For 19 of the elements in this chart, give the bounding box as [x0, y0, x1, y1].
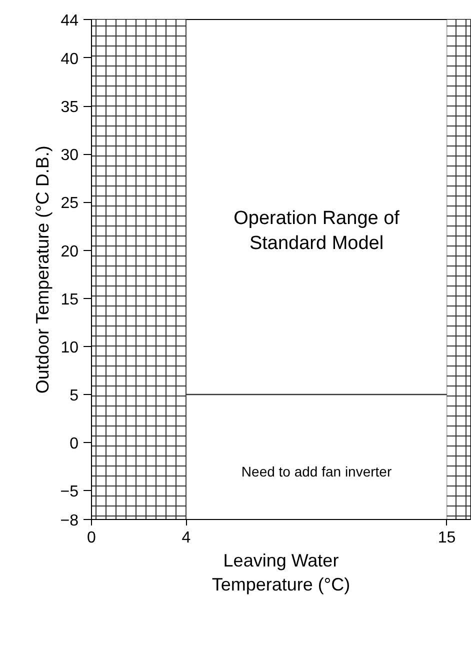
y-tick-label: −8	[60, 512, 79, 530]
y-axis-title: Outdoor Temperature (°C D.B.)	[32, 146, 52, 394]
y-tick-label: 20	[60, 243, 79, 260]
y-tick-label: 5	[70, 388, 79, 404]
y-tick-label: −5	[60, 484, 79, 501]
y-tick-label: 30	[60, 147, 79, 164]
x-axis-title: Leaving Water Temperature (°C)	[212, 550, 350, 594]
x-tick-label: 4	[182, 530, 191, 546]
y-tick-label: 0	[70, 436, 79, 453]
y-tick-label: 10	[60, 339, 79, 356]
y-tick-label: 40	[60, 50, 79, 68]
x-tick-label: 0	[87, 530, 96, 546]
annotation: Operation Range of Standard Model	[234, 208, 400, 254]
annotation: Need to add fan inverter	[241, 464, 392, 480]
y-tick-label: 15	[60, 291, 79, 308]
y-tick-label: 25	[60, 195, 79, 212]
y-tick-label: 35	[60, 99, 79, 116]
x-tick-label: 15	[438, 530, 456, 546]
y-tick-label: 44	[60, 12, 79, 30]
